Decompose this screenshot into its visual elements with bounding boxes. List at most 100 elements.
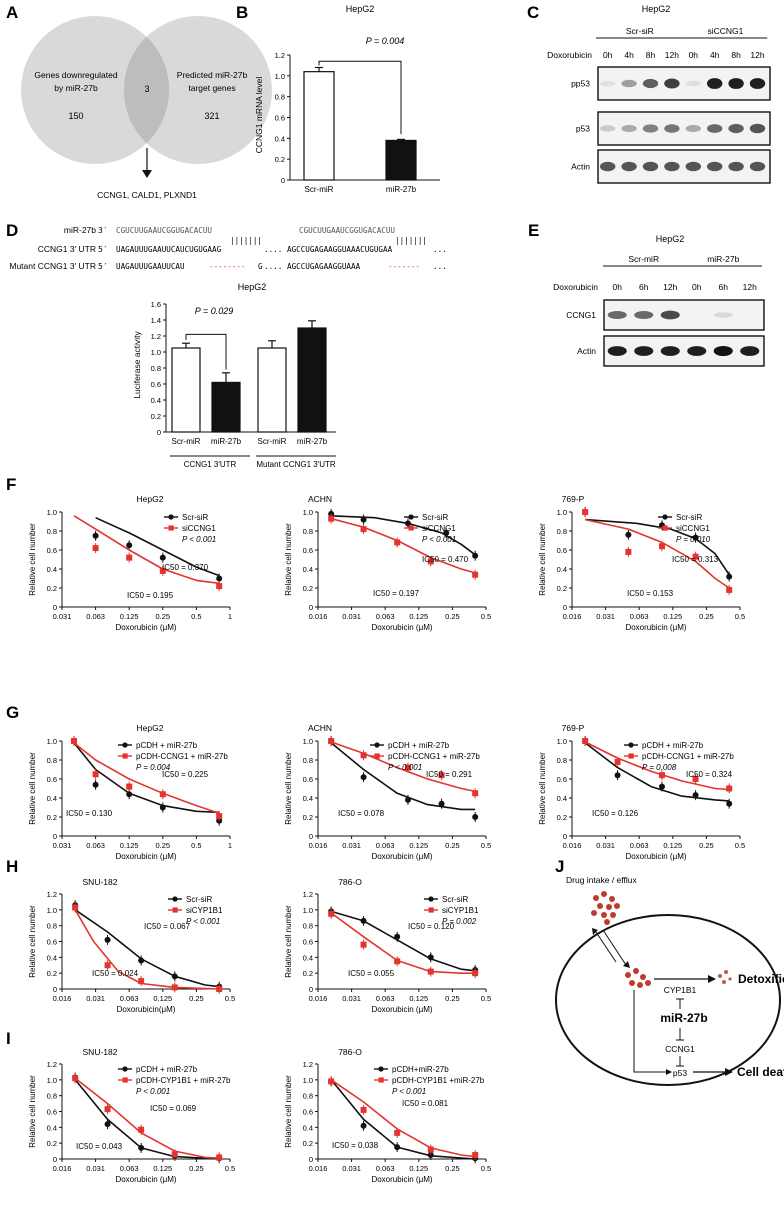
data-point: [404, 764, 411, 771]
chart-xtick-label: 0.063: [376, 994, 395, 1003]
series-line-0: [73, 742, 220, 814]
legend-marker: [122, 742, 128, 748]
panel-e-blot-frame: [603, 335, 765, 367]
panel-c-band: [685, 80, 702, 87]
data-point: [443, 529, 450, 536]
data-point: [472, 571, 479, 578]
chart-pvalue: P < 0.001: [182, 535, 216, 544]
drug-molecules-outside: [591, 891, 620, 925]
data-point: [138, 1144, 145, 1151]
chart-xtick-label: 0.125: [153, 994, 172, 1003]
mir27b-label: miR-27b: [660, 1011, 707, 1025]
chart-ytick-label: 0.2: [303, 969, 313, 978]
venn-left-count: 150: [68, 111, 83, 121]
legend-label: siCCNG1: [676, 524, 710, 533]
chart-ytick-label: 0.8: [47, 1092, 57, 1101]
chart-xtick-label: 0.016: [563, 612, 582, 621]
chart-xtick-label: 0.25: [189, 994, 204, 1003]
panel-c-band: [728, 161, 744, 172]
panel-d-bar: [211, 381, 241, 433]
data-point: [360, 1122, 367, 1129]
panel-b-xtick-label: miR-27b: [386, 185, 417, 194]
chart-xlabel: Doxorubicin (μM): [115, 1175, 176, 1184]
panel-d-ytick-label: 0.2: [151, 412, 161, 421]
chart-ytick-label: 0: [53, 1155, 57, 1164]
data-point: [394, 539, 401, 546]
panel-e-western-blot: HepG2 Scr-miR miR-27b Doxorubicin 0h 6h 12h 0h…: [553, 234, 765, 367]
panel-e-title: HepG2: [656, 234, 685, 244]
panel-d-xtick-label: miR-27b: [297, 437, 328, 446]
chart-ytick-label: 1.0: [303, 508, 313, 517]
panel-b-ytick-label: 0.8: [275, 93, 285, 102]
panel-d-ytick-label: 0: [157, 428, 161, 437]
legend-marker: [662, 514, 668, 520]
chart-ytick-label: 1.0: [47, 1076, 57, 1085]
panel-c-row-label: p53: [576, 124, 590, 134]
chart-xtick-label: 0.031: [596, 612, 615, 621]
panel-e-group-label: Scr-miR: [628, 254, 659, 264]
series-line-1: [330, 741, 476, 793]
data-point: [328, 1078, 335, 1085]
chart-title: 769-P: [562, 494, 585, 504]
data-point: [726, 800, 733, 807]
legend-marker: [374, 742, 380, 748]
panel-d-ylabel: Luciferase activity: [132, 330, 142, 398]
data-point: [438, 800, 445, 807]
chart-xtick-label: 1: [228, 612, 232, 621]
data-point: [658, 543, 665, 550]
series-line-1: [74, 1077, 220, 1159]
chart-xtick-label: 0.5: [225, 1164, 235, 1173]
panel-label-i: I: [6, 1029, 11, 1048]
ic50-label: IC50 = 0.081: [402, 1099, 449, 1108]
venn-right-count: 321: [204, 111, 219, 121]
data-point: [159, 567, 166, 574]
panel-c-band: [706, 161, 723, 172]
chart-ytick-label: 0.4: [47, 953, 57, 962]
data-point: [394, 1129, 401, 1136]
data-point: [72, 904, 79, 911]
panel-e-time-label: 12h: [743, 282, 757, 292]
chart-ytick-label: 0.6: [303, 938, 313, 947]
panel-c-band: [664, 161, 680, 172]
chart-ytick-label: 1.0: [47, 737, 57, 746]
panel-j-model-diagram: Drug intake / efflux Detoxification CYP1…: [555, 875, 784, 1086]
data-point: [216, 583, 223, 590]
panel-b-ylabel: CCNG1 mRNA level: [254, 77, 264, 154]
data-point: [126, 554, 133, 561]
panel-c-time-label: 0h: [689, 50, 699, 60]
panel-d-ytick-label: 1.4: [151, 316, 161, 325]
ic50-label: IC50 = 0.470: [422, 555, 469, 564]
ic50-label: IC50 = 0.130: [66, 809, 113, 818]
seq-pairing-2: |||||||: [395, 236, 427, 245]
data-point: [92, 771, 99, 778]
panel-e-band: [713, 345, 733, 357]
data-point: [159, 791, 166, 798]
panel-e-time-label: 0h: [692, 282, 702, 292]
chart-xlabel: Doxorubicin (μM): [115, 852, 176, 861]
chart-ylabel: Relative cell number: [28, 523, 37, 596]
chart-xtick-label: 0.031: [86, 994, 105, 1003]
ic50-label: IC50 = 0.069: [150, 1104, 197, 1113]
cell-death-label: Cell death: [737, 1065, 784, 1079]
data-point: [171, 1151, 178, 1158]
chart-g1: HepG2 0 0.2 0.4 0.6 0.8 1.0 0.031 0.063 0.125 0.25…: [28, 723, 232, 861]
panel-d-pvalue: P = 0.029: [195, 306, 233, 316]
chart-pvalue: P = 0.010: [676, 535, 711, 544]
legend-marker: [662, 525, 668, 531]
panel-d-significance-bracket: [185, 333, 227, 370]
legend-label: pCDH-CYP1B1 + miR-27b: [136, 1076, 231, 1085]
panel-d-xtick-label: miR-27b: [211, 437, 242, 446]
data-point: [104, 962, 111, 969]
legend-label: siCCNG1: [422, 524, 456, 533]
panel-b-ytick-label: 0.6: [275, 114, 285, 123]
chart-pvalue: P < 0.001: [186, 917, 220, 926]
panel-c-group-label: Scr-siR: [626, 26, 654, 36]
panel-e-time-label: 12h: [663, 282, 677, 292]
chart-ytick-label: 0: [53, 603, 57, 612]
panel-c-band: [642, 124, 659, 133]
chart-title: HepG2: [137, 494, 164, 504]
data-point: [582, 738, 589, 744]
chart-ytick-label: 1.0: [303, 906, 313, 915]
chart-xtick-label: 0.063: [376, 841, 395, 850]
legend-marker: [374, 753, 380, 759]
